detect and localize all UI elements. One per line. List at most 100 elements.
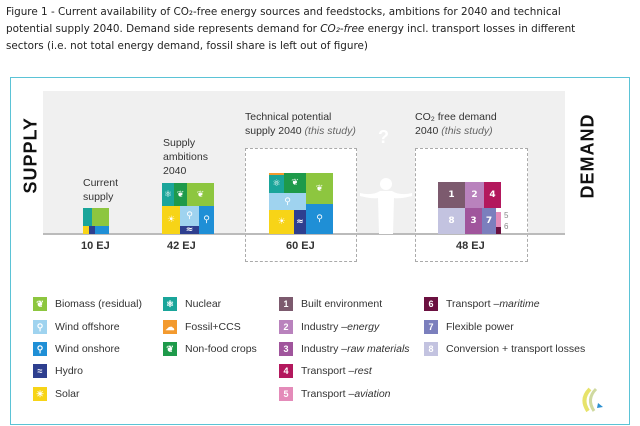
demand-block-2: 2 — [465, 182, 484, 208]
legend-label: Transport – — [446, 298, 500, 310]
person-silhouette-icon — [360, 178, 412, 234]
legend-item: ⚛ Nuclear — [163, 297, 221, 311]
biomass-block: ❦ — [306, 173, 333, 204]
title-line: supply — [83, 191, 114, 203]
title-line: supply 2040 (this study) — [245, 124, 356, 138]
fossil-ccs-block — [269, 173, 284, 175]
caption-line: potential supply 2040. Demand side repre… — [6, 21, 636, 38]
ambitions-total: 42 EJ — [167, 240, 196, 252]
legend-swatch: 4 — [279, 364, 293, 378]
demand-label-6: 6 — [504, 222, 509, 231]
legend-item: 4 Transport – rest — [279, 364, 372, 378]
demand-block-8: 8 — [438, 208, 465, 234]
legend-label: Nuclear — [185, 298, 222, 310]
title-line: ambitions — [163, 151, 208, 163]
legend-label: Biomass (residual) — [55, 298, 142, 310]
legend-item: 1 Built environment — [279, 297, 382, 311]
wind-turbine-icon: ⚲ — [33, 320, 47, 334]
demand-title: CO₂ free demand 2040 (this study) — [415, 110, 497, 138]
current-total: 10 EJ — [81, 240, 110, 252]
title-italic: (this study) — [304, 125, 356, 137]
legend-label: Hydro — [55, 365, 84, 377]
supply-label: SUPPLY — [20, 117, 41, 194]
legend-label: Fossil+CCS — [185, 321, 241, 333]
demand-block-5 — [496, 212, 501, 227]
title-line: 2040 — [163, 165, 187, 177]
legend-swatch: 7 — [424, 320, 438, 334]
wind-offshore-block: ⚲ — [180, 206, 199, 226]
legend-label: Non-food crops — [185, 343, 257, 355]
legend-swatch: 1 — [279, 297, 293, 311]
caption-text: potential supply 2040. Demand side repre… — [6, 23, 321, 35]
legend-label: Wind offshore — [55, 321, 120, 333]
logo — [582, 387, 603, 413]
non-food-crops-block: ❦ — [174, 183, 187, 206]
nuclear-block: ⚛ — [162, 183, 174, 206]
wind-onshore-block — [95, 226, 109, 234]
title-text: supply 2040 — [245, 125, 305, 137]
demand-block-1: 1 — [438, 182, 465, 208]
demand-total: 48 EJ — [456, 240, 485, 252]
legend-label-italic: energy — [347, 321, 380, 333]
wind-offshore-block: ⚲ — [269, 193, 306, 210]
legend-label-italic: rest — [354, 365, 372, 377]
current-supply-title: Current supply — [83, 176, 118, 204]
demand-block-7: 7 — [482, 208, 496, 234]
legend-item: 8 Conversion + transport losses — [424, 342, 585, 356]
legend-label-italic: raw materials — [347, 343, 410, 355]
legend-label: Transport – — [301, 388, 355, 400]
title-italic: (this study) — [441, 125, 493, 137]
nuclear-block: ⚛ — [269, 175, 284, 193]
sun-icon: ☀ — [33, 387, 47, 401]
baseline — [43, 233, 565, 235]
title-line: CO₂ free demand — [415, 111, 497, 123]
legend-label: Industry – — [301, 343, 348, 355]
technical-total: 60 EJ — [286, 240, 315, 252]
biomass-block: ❦ — [187, 183, 214, 206]
legend-label: Solar — [55, 388, 80, 400]
caption-line: sectors (i.e. not total energy demand, f… — [6, 40, 368, 52]
legend-swatch: 5 — [279, 387, 293, 401]
question-mark: ? — [378, 127, 389, 147]
hydro-block: ≈ — [180, 225, 199, 235]
legend-item: ☁ Fossil+CCS — [163, 320, 241, 334]
legend-swatch: 3 — [279, 342, 293, 356]
legend-item: ❦ Biomass (residual) — [33, 297, 142, 311]
legend-item: 5 Transport – aviation — [279, 387, 391, 401]
caption-italic: CO₂-free — [320, 23, 365, 35]
non-food-crops-block: ❦ — [284, 173, 306, 193]
title-line: Technical potential — [245, 111, 332, 123]
legend-item: ❦ Non-food crops — [163, 342, 257, 356]
legend-label: Built environment — [301, 298, 383, 310]
wind-onshore-block: ⚲ — [306, 204, 333, 234]
legend-item: ⚲ Wind onshore — [33, 342, 120, 356]
solar-block: ☀ — [162, 206, 180, 234]
title-line: Current — [83, 177, 119, 189]
legend-swatch: 6 — [424, 297, 438, 311]
wind-turbine-icon: ⚲ — [33, 342, 47, 356]
legend-label: Wind onshore — [55, 343, 120, 355]
legend-item: 6 Transport – maritime — [424, 297, 540, 311]
title-line: Supply — [163, 137, 196, 149]
legend-label-italic: maritime — [499, 298, 540, 310]
demand-label-5: 5 — [504, 211, 509, 220]
legend-label: Flexible power — [446, 321, 514, 333]
legend-label: Industry – — [301, 321, 348, 333]
legend-swatch: 8 — [424, 342, 438, 356]
legend-label: Transport – — [301, 365, 355, 377]
legend-item: ≈ Hydro — [33, 364, 83, 378]
nuclear-block — [83, 208, 92, 226]
technical-title: Technical potential supply 2040 (this stu… — [245, 110, 356, 138]
caption-text: energy incl. transport losses in differe… — [364, 23, 576, 35]
legend-item: ⚲ Wind offshore — [33, 320, 120, 334]
leaf-icon: ❦ — [163, 342, 177, 356]
wind-onshore-block: ⚲ — [199, 206, 214, 234]
solar-block: ☀ — [269, 210, 294, 234]
title-line: 2040 (this study) — [415, 124, 497, 138]
legend-label-italic: aviation — [354, 388, 391, 400]
legend-item: ☀ Solar — [33, 387, 80, 401]
figure-caption: Figure 1 - Current availability of CO₂-f… — [6, 4, 636, 55]
legend-item: 7 Flexible power — [424, 320, 514, 334]
atom-icon: ⚛ — [163, 297, 177, 311]
legend-item: 3 Industry – raw materials — [279, 342, 410, 356]
